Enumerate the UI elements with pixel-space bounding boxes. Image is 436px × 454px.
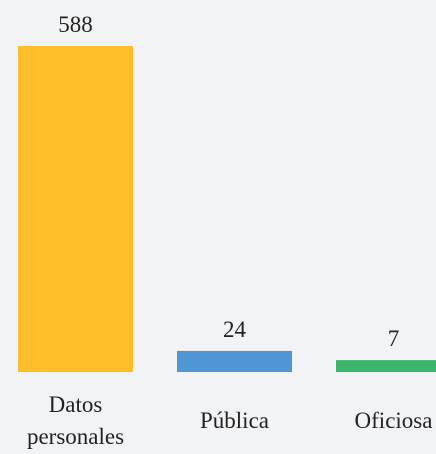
category-label: Datos personales [11,388,141,454]
bar [18,46,133,372]
category-label: Pública [160,388,310,454]
value-label: 588 [58,12,93,37]
value-label: 7 [388,326,400,351]
category-label: Oficiosa [319,388,436,454]
bar [177,351,292,372]
value-label: 24 [223,317,247,342]
bar [336,360,436,372]
